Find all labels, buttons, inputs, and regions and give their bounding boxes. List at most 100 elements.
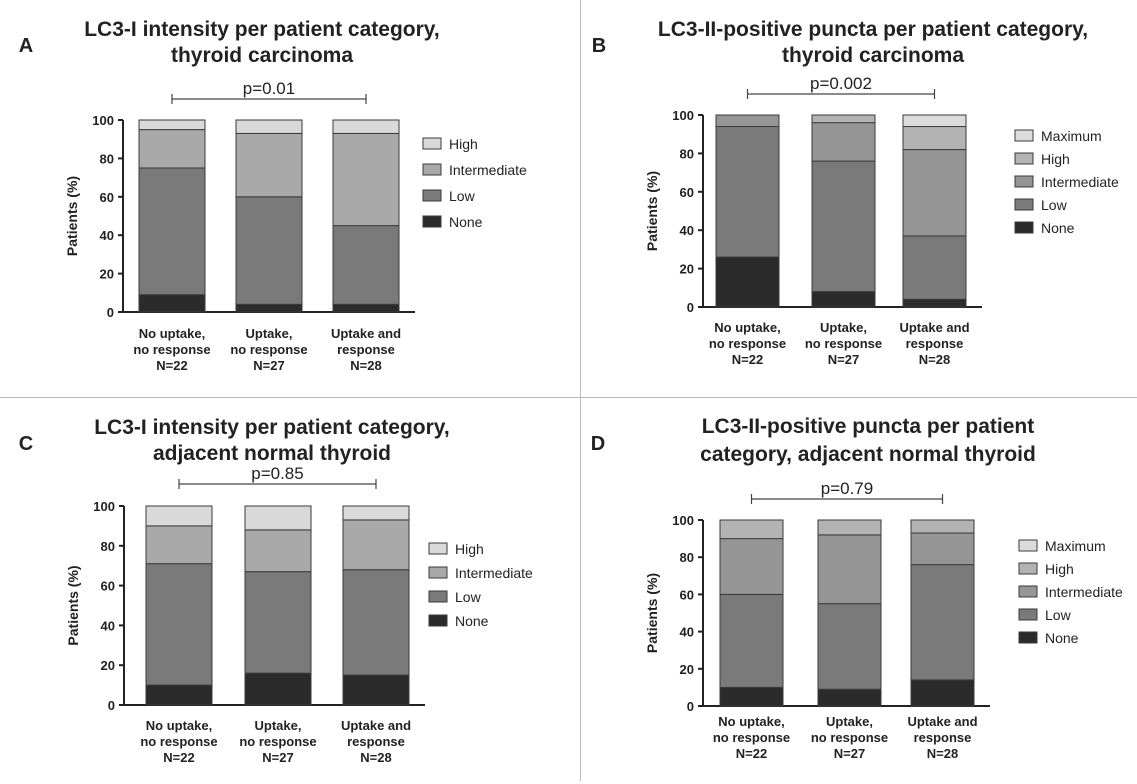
legend-swatch-none <box>422 215 442 228</box>
y-tick-label: 100 <box>93 499 115 514</box>
bar-segment-low <box>811 160 876 293</box>
legend-swatch-high <box>422 137 442 150</box>
legend-swatch-intermediate <box>1014 175 1034 188</box>
category-label: N=27 <box>253 358 284 373</box>
category-label: N=28 <box>927 746 958 761</box>
category-label: no response <box>713 730 790 745</box>
chart-b: B LC3-II-positive puncta per patient cate… <box>592 18 1119 367</box>
legend-swatch-intermediate <box>1018 585 1038 598</box>
bar-segment-none <box>910 679 975 707</box>
legend-swatch-intermediate <box>422 163 442 176</box>
legend-label: Intermediate <box>455 565 533 581</box>
category-label: response <box>914 730 972 745</box>
panel-b: B LC3-II-positive puncta per patient cate… <box>583 2 1135 396</box>
category-label: no response <box>133 342 210 357</box>
bar-segment-high <box>817 519 882 536</box>
legend-label: Intermediate <box>1041 174 1119 190</box>
y-tick-label: 0 <box>687 300 694 315</box>
chart-title-line: LC3-II-positive puncta per patient categ… <box>658 18 1088 41</box>
legend-label: Low <box>1041 197 1068 213</box>
bar-segment-high <box>902 126 967 151</box>
bar-segment-none <box>332 303 400 313</box>
chart-title-line: category, adjacent normal thyroid <box>700 443 1036 466</box>
category-label: Uptake, <box>820 320 867 335</box>
bar-segment-none <box>138 294 206 313</box>
bar-segment-low <box>902 235 967 300</box>
bar-segment-intermediate <box>145 525 213 565</box>
panel-letter: B <box>592 35 606 57</box>
bar-segment-none <box>715 256 780 308</box>
bar-segment-high <box>235 119 303 134</box>
bar-segment-none <box>145 684 213 706</box>
category-label: N=28 <box>350 358 381 373</box>
legend-swatch-none <box>1014 221 1034 234</box>
category-label: Uptake and <box>331 326 401 341</box>
bar-segment-none <box>235 303 303 313</box>
y-tick-label: 80 <box>680 146 694 161</box>
p-value-annotation: p=0.01 <box>243 79 295 98</box>
bar-segment-low <box>719 593 784 688</box>
category-label: No uptake, <box>714 320 780 335</box>
y-tick-label: 0 <box>107 305 114 320</box>
category-label: No uptake, <box>718 714 784 729</box>
bar-segment-high <box>145 505 213 527</box>
p-value-annotation: p=0.79 <box>821 479 873 498</box>
category-label: no response <box>709 336 786 351</box>
bar-segment-none <box>342 674 410 706</box>
bar-segment-intermediate <box>811 122 876 162</box>
p-value-annotation: p=0.002 <box>810 74 872 93</box>
bar-segment-none <box>719 686 784 707</box>
category-label: no response <box>811 730 888 745</box>
panel-letter: A <box>19 35 33 57</box>
category-label: N=28 <box>919 352 950 367</box>
panel-letter: D <box>591 433 605 455</box>
bar-segment-maximum <box>902 114 967 128</box>
bar-segment-low <box>817 603 882 690</box>
legend-swatch-maximum <box>1014 129 1034 142</box>
legend-label: Low <box>1045 607 1072 623</box>
category-label: No uptake, <box>146 718 212 733</box>
y-tick-label: 40 <box>680 625 694 640</box>
y-tick-label: 100 <box>672 513 694 528</box>
y-tick-label: 20 <box>680 662 694 677</box>
bar-segment-high <box>342 505 410 521</box>
bar-segment-intermediate <box>244 529 312 573</box>
vertical-divider <box>580 0 581 781</box>
bar-segment-high <box>244 505 312 531</box>
y-tick-label: 100 <box>92 113 114 128</box>
y-tick-label: 60 <box>101 579 115 594</box>
legend-label: Maximum <box>1045 538 1106 554</box>
chart-title-line: LC3-I intensity per patient category, <box>94 416 450 439</box>
y-tick-label: 60 <box>680 587 694 602</box>
y-tick-label: 80 <box>680 550 694 565</box>
legend-swatch-maximum <box>1018 539 1038 552</box>
y-tick-label: 80 <box>100 151 114 166</box>
legend-label: High <box>1041 151 1070 167</box>
legend-swatch-intermediate <box>428 566 448 579</box>
chart-title-line: LC3-II-positive puncta per patient <box>702 415 1035 438</box>
chart-title-line: LC3-I intensity per patient category, <box>84 18 440 41</box>
y-tick-label: 20 <box>680 262 694 277</box>
category-label: No uptake, <box>139 326 205 341</box>
panel-letter: C <box>19 433 33 455</box>
legend-label: Intermediate <box>1045 584 1123 600</box>
category-label: Uptake, <box>826 714 873 729</box>
category-label: N=22 <box>156 358 187 373</box>
bar-segment-high <box>719 519 784 540</box>
y-tick-label: 40 <box>100 228 114 243</box>
bar-segment-intermediate <box>910 532 975 566</box>
category-label: no response <box>140 734 217 749</box>
bar-segment-intermediate <box>138 129 206 169</box>
bar-segment-intermediate <box>715 114 780 128</box>
bar-segment-none <box>244 672 312 706</box>
category-label: no response <box>239 734 316 749</box>
bar-segment-low <box>145 563 213 686</box>
bar-segment-low <box>235 196 303 305</box>
panel-c: C LC3-I intensity per patient category, ad… <box>2 400 579 779</box>
bar-segment-intermediate <box>902 149 967 237</box>
chart-title-line: thyroid carcinoma <box>171 44 353 67</box>
legend-label: High <box>449 136 478 152</box>
y-axis-label: Patients (%) <box>644 573 660 653</box>
legend-swatch-none <box>428 614 448 627</box>
panel-a: A LC3-I intensity per patient category, th… <box>2 2 579 396</box>
